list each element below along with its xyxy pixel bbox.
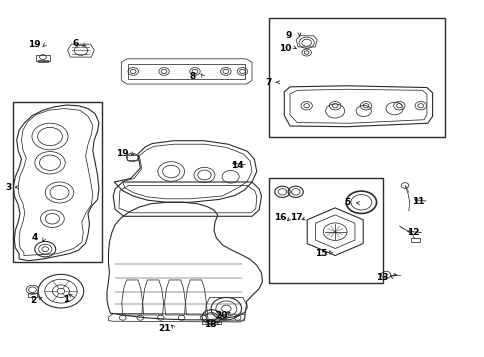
Text: 19: 19 <box>116 149 129 158</box>
Bar <box>268 17 443 136</box>
Bar <box>36 55 49 61</box>
Bar <box>126 155 137 160</box>
Text: 8: 8 <box>189 72 196 81</box>
Bar <box>14 101 102 262</box>
Text: 9: 9 <box>285 31 292 40</box>
Bar <box>202 321 221 325</box>
Text: 3: 3 <box>5 183 12 192</box>
Text: 2: 2 <box>30 296 36 306</box>
Text: 11: 11 <box>411 197 424 206</box>
Bar <box>38 60 47 62</box>
Text: 19: 19 <box>28 40 41 49</box>
Text: 12: 12 <box>407 228 419 237</box>
Text: 18: 18 <box>203 320 216 329</box>
Text: 5: 5 <box>343 198 349 207</box>
Text: 7: 7 <box>265 78 271 87</box>
Text: 14: 14 <box>231 161 243 170</box>
Text: 10: 10 <box>278 44 291 53</box>
Bar <box>268 178 382 283</box>
Text: 6: 6 <box>72 39 78 48</box>
Text: 15: 15 <box>314 249 327 258</box>
Text: 17: 17 <box>289 213 302 222</box>
Text: 21: 21 <box>157 324 170 333</box>
Bar <box>410 238 419 242</box>
Text: 4: 4 <box>31 233 37 242</box>
Text: 16: 16 <box>274 213 286 222</box>
Text: 20: 20 <box>214 311 227 320</box>
Text: 13: 13 <box>376 273 388 282</box>
Bar <box>28 293 37 297</box>
Text: 1: 1 <box>63 295 70 304</box>
